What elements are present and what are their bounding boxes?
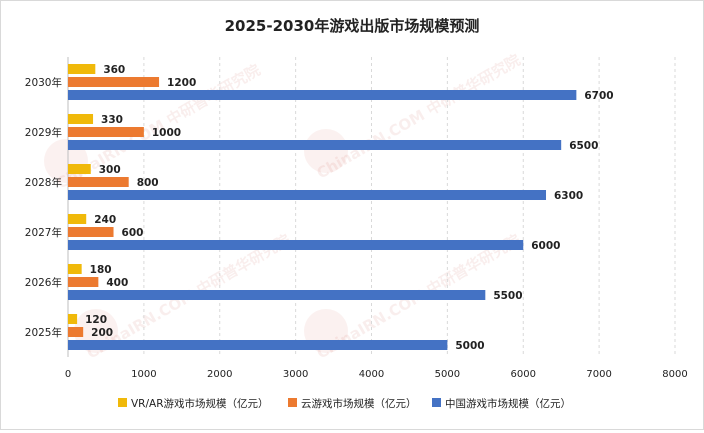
x-tick-label: 0 [65, 369, 71, 380]
x-tick-label: 2000 [207, 369, 232, 380]
x-tick-label: 3000 [283, 369, 308, 380]
bar [68, 90, 577, 100]
legend-swatch [288, 398, 297, 407]
data-label: 1200 [167, 77, 196, 89]
bar [68, 340, 448, 350]
data-label: 400 [106, 277, 128, 289]
bar [68, 240, 524, 250]
data-label: 6700 [584, 90, 613, 102]
data-label: 300 [99, 164, 121, 176]
x-tick-label: 4000 [359, 369, 384, 380]
bar [68, 64, 96, 74]
data-label: 120 [85, 314, 107, 326]
y-axis-labels: 2030年 2029年 2028年 2027年 2026年 2025年 [25, 76, 62, 339]
y-category-label: 2027年 [25, 226, 62, 239]
x-tick-label: 1000 [131, 369, 156, 380]
data-label: 6500 [569, 140, 598, 152]
bar [68, 264, 82, 274]
data-label: 5500 [493, 290, 522, 302]
legend-label: VR/AR游戏市场规模（亿元） [131, 397, 269, 410]
data-label: 6000 [531, 240, 560, 252]
y-category-label: 2030年 [25, 76, 62, 89]
bar [68, 227, 114, 237]
bar [68, 327, 84, 337]
legend-swatch [118, 398, 127, 407]
y-category-label: 2029年 [25, 126, 62, 139]
bar [68, 214, 87, 224]
bar [68, 314, 78, 324]
legend-label: 中国游戏市场规模（亿元） [445, 397, 571, 410]
watermark-text: ChinaIRN.COM 中研普华研究院 [314, 51, 524, 183]
bar [68, 114, 94, 124]
data-label: 360 [103, 64, 125, 76]
bar [68, 77, 160, 87]
x-tick-label: 6000 [511, 369, 536, 380]
bar [68, 140, 562, 150]
x-tick-label: 5000 [435, 369, 460, 380]
bar [68, 190, 547, 200]
legend: VR/AR游戏市场规模（亿元） 云游戏市场规模（亿元） 中国游戏市场规模（亿元） [118, 397, 571, 410]
bar [68, 277, 99, 287]
data-label: 330 [101, 114, 123, 126]
y-category-label: 2028年 [25, 176, 62, 189]
y-category-label: 2025年 [25, 326, 62, 339]
x-tick-label: 8000 [662, 369, 687, 380]
data-label: 5000 [455, 340, 484, 352]
data-label: 6300 [554, 190, 583, 202]
bars-group: 360 1200 6700 330 1000 6500 300 800 6300 240 600 60… [68, 64, 614, 352]
x-tick-label: 7000 [586, 369, 611, 380]
bar [68, 177, 129, 187]
data-label: 800 [137, 177, 159, 189]
legend-swatch [432, 398, 441, 407]
legend-label: 云游戏市场规模（亿元） [301, 397, 417, 410]
bar [68, 127, 144, 137]
bar [68, 164, 91, 174]
data-label: 200 [91, 327, 113, 339]
bar [68, 290, 486, 300]
data-label: 1000 [152, 127, 181, 139]
y-category-label: 2026年 [25, 276, 62, 289]
grid-lines [67, 57, 676, 357]
chart-title: 2025-2030年游戏出版市场规模预测 [225, 17, 480, 35]
data-label: 180 [90, 264, 112, 276]
data-label: 600 [122, 227, 144, 239]
data-label: 240 [94, 214, 116, 226]
x-axis-ticks: 0 1000 2000 3000 4000 5000 6000 7000 8000 [65, 369, 688, 380]
